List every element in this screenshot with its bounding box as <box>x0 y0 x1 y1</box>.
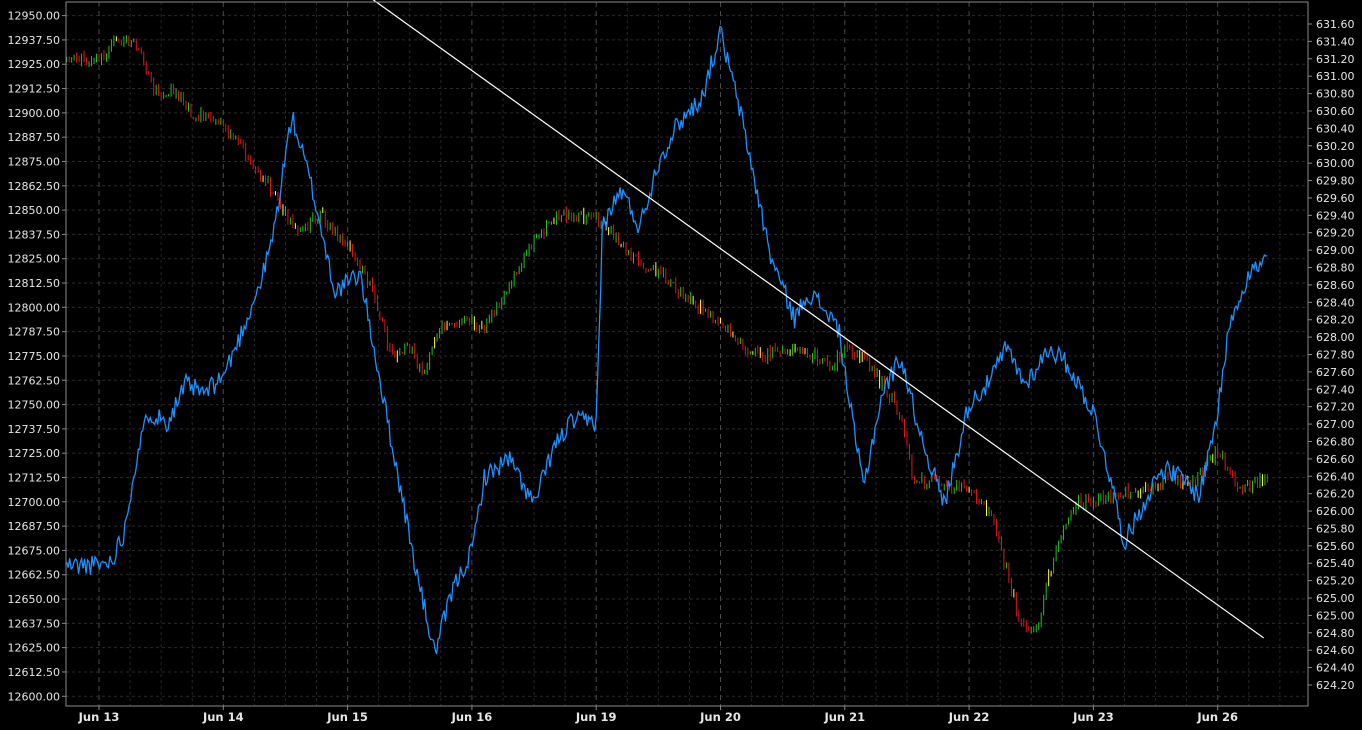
right-axis-label: 630.00 <box>1316 157 1355 170</box>
right-axis-label: 625.40 <box>1316 557 1355 570</box>
left-axis-label: 12875.00 <box>8 155 61 168</box>
date-axis-label: Jun 21 <box>823 710 865 724</box>
left-axis-label: 12612.50 <box>8 666 61 679</box>
right-axis-label: 629.60 <box>1316 192 1355 205</box>
right-axis-label: 628.00 <box>1316 331 1355 344</box>
left-axis-label: 12825.00 <box>8 253 61 266</box>
left-axis-label: 12725.00 <box>8 447 61 460</box>
left-axis-label: 12887.50 <box>8 131 61 144</box>
right-axis-label: 627.60 <box>1316 366 1355 379</box>
left-axis-label: 12850.00 <box>8 204 61 217</box>
right-axis-label: 629.80 <box>1316 175 1355 188</box>
right-axis-label: 630.80 <box>1316 88 1355 101</box>
grid-lines <box>62 2 1312 710</box>
right-axis-label: 625.60 <box>1316 540 1355 553</box>
left-axis-labels: 12600.00 12612.50 12625.00 12637.50 12650.00… <box>8 10 61 704</box>
right-axis-label: 631.40 <box>1316 35 1355 48</box>
right-axis-label: 625.80 <box>1316 522 1355 535</box>
right-axis-label: 626.80 <box>1316 435 1355 448</box>
right-axis-label: 631.60 <box>1316 18 1355 31</box>
right-axis-label: 624.20 <box>1316 679 1355 692</box>
right-axis-label: 627.40 <box>1316 383 1355 396</box>
left-axis-label: 12812.50 <box>8 277 61 290</box>
left-axis-label: 12900.00 <box>8 107 61 120</box>
left-axis-label: 12837.50 <box>8 228 61 241</box>
left-axis-label: 12650.00 <box>8 593 61 606</box>
right-axis-label: 628.80 <box>1316 262 1355 275</box>
left-axis-label: 12712.50 <box>8 471 61 484</box>
date-axis-label: Jun 26 <box>1196 710 1238 724</box>
plot-border <box>65 1 1309 707</box>
right-axis-label: 627.20 <box>1316 401 1355 414</box>
right-axis-label: 630.40 <box>1316 122 1355 135</box>
right-axis-labels: 624.20 624.40 624.60 624.80 625.00 625.00 625.… <box>1316 18 1355 692</box>
date-axis-label: Jun 20 <box>699 710 741 724</box>
right-axis-label: 628.20 <box>1316 314 1355 327</box>
left-axis-label: 12662.50 <box>8 569 61 582</box>
date-axis-labels: Jun 13 Jun 14 Jun 15 Jun 16 Jun 19 Jun 20 Jun … <box>78 710 1238 724</box>
left-axis-label: 12762.50 <box>8 374 61 387</box>
left-axis-label: 12950.00 <box>8 10 61 23</box>
right-axis-label: 624.60 <box>1316 644 1355 657</box>
left-axis-label: 12700.00 <box>8 496 61 509</box>
right-axis-label: 625.20 <box>1316 575 1355 588</box>
left-axis-label: 12775.00 <box>8 350 61 363</box>
right-axis-label: 625.00 <box>1316 609 1355 622</box>
date-axis-label: Jun 19 <box>575 710 617 724</box>
right-axis-label: 629.40 <box>1316 209 1355 222</box>
right-axis-label: 628.40 <box>1316 296 1355 309</box>
right-axis-label: 630.60 <box>1316 105 1355 118</box>
right-axis-label: 626.20 <box>1316 488 1355 501</box>
left-axis-label: 12675.00 <box>8 544 61 557</box>
right-axis-label: 631.20 <box>1316 53 1355 66</box>
left-axis-label: 12625.00 <box>8 642 61 655</box>
left-axis-label: 12687.50 <box>8 520 61 533</box>
left-axis-label: 12750.00 <box>8 399 61 412</box>
price-line-series <box>66 25 1268 655</box>
date-axis-label: Jun 15 <box>326 710 368 724</box>
right-axis-label: 631.00 <box>1316 70 1355 83</box>
right-axis-label: 629.00 <box>1316 244 1355 257</box>
left-axis-label: 12937.50 <box>8 34 61 47</box>
right-axis-label: 625.00 <box>1316 592 1355 605</box>
right-axis-label: 626.40 <box>1316 470 1355 483</box>
date-axis-label: Jun 22 <box>948 710 990 724</box>
left-axis-label: 12737.50 <box>8 423 61 436</box>
left-axis-label: 12637.50 <box>8 617 61 630</box>
left-axis-label: 12925.00 <box>8 58 61 71</box>
right-axis-label: 624.40 <box>1316 662 1355 675</box>
candlestick-series <box>66 35 1268 634</box>
right-axis-label: 629.20 <box>1316 227 1355 240</box>
left-axis-label: 12800.00 <box>8 301 61 314</box>
right-axis-label: 626.00 <box>1316 505 1355 518</box>
date-axis-label: Jun 14 <box>202 710 244 724</box>
left-axis-label: 12862.50 <box>8 180 61 193</box>
right-axis-label: 627.80 <box>1316 349 1355 362</box>
right-axis-label: 627.00 <box>1316 418 1355 431</box>
date-axis-label: Jun 16 <box>451 710 493 724</box>
plot-area <box>66 0 1268 655</box>
left-axis-label: 12787.50 <box>8 326 61 339</box>
right-axis-label: 624.80 <box>1316 627 1355 640</box>
date-axis-label: Jun 13 <box>78 710 120 724</box>
right-axis-label: 630.20 <box>1316 140 1355 153</box>
left-axis-label: 12912.50 <box>8 83 61 96</box>
right-axis-label: 626.60 <box>1316 453 1355 466</box>
right-axis-label: 628.60 <box>1316 279 1355 292</box>
trend-line <box>372 0 1265 639</box>
date-axis-label: Jun 23 <box>1072 710 1114 724</box>
left-axis-label: 12600.00 <box>8 690 61 703</box>
